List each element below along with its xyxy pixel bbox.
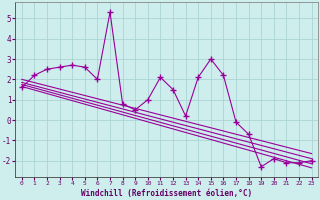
- X-axis label: Windchill (Refroidissement éolien,°C): Windchill (Refroidissement éolien,°C): [81, 189, 252, 198]
